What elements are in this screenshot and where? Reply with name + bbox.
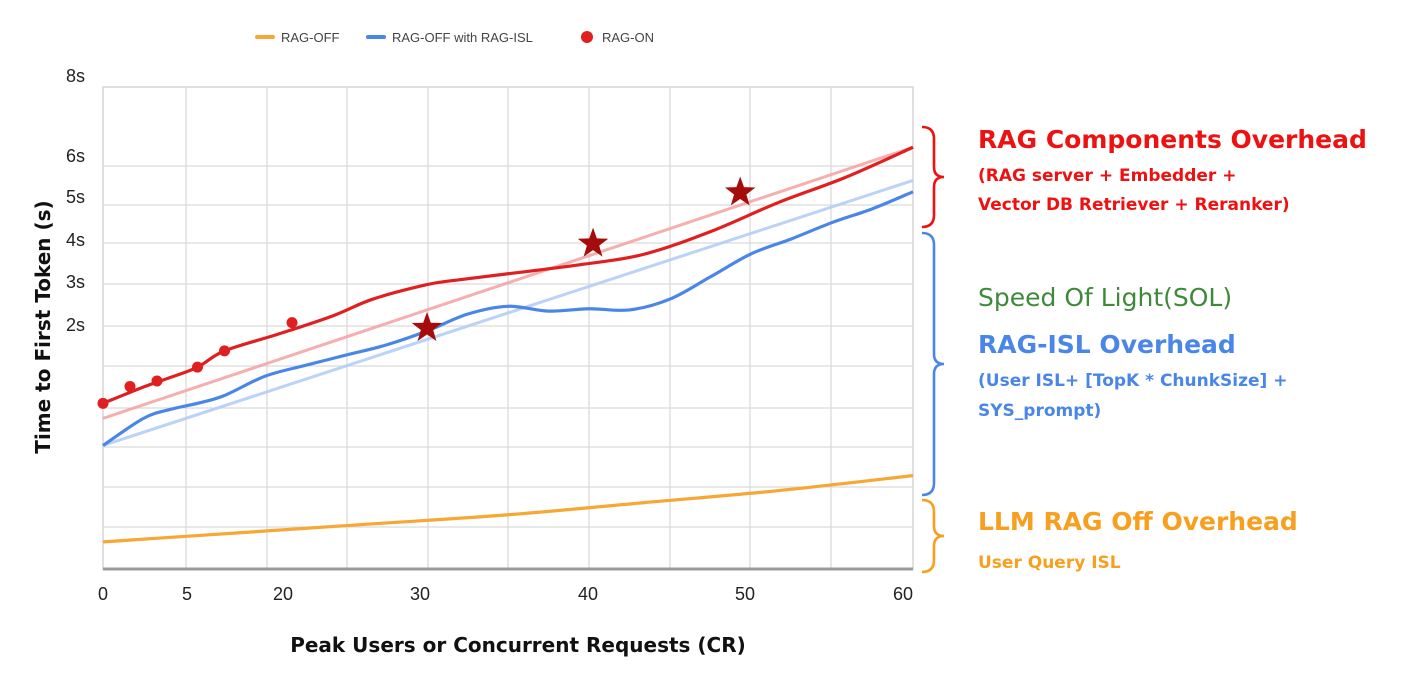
y-axis-ticks: 8s 6s 5s 4s 3s 2s — [66, 66, 85, 335]
star-marker — [577, 227, 609, 257]
x-axis-ticks: 0 5 20 30 40 50 60 — [98, 584, 913, 604]
y-axis-label: Time to First Token (s) — [31, 200, 55, 453]
data-point — [219, 345, 230, 357]
y-tick-label: 2s — [66, 315, 85, 335]
y-tick-label: 3s — [66, 272, 85, 292]
x-tick-label: 60 — [893, 584, 913, 604]
annotation-text: User Query ISL — [978, 553, 1121, 573]
annotations: RAG Components Overhead (RAG server + Emb… — [921, 125, 1367, 574]
star-marker — [724, 176, 756, 206]
x-tick-label: 0 — [98, 584, 108, 604]
series-layer — [97, 145, 914, 544]
trend-line — [102, 178, 914, 447]
y-tick-label: 6s — [66, 146, 85, 166]
annotation-text: SYS_prompt) — [978, 401, 1101, 421]
legend-marker — [581, 31, 593, 43]
star-marker — [411, 312, 443, 341]
x-tick-label: 20 — [273, 584, 293, 604]
bracket — [921, 498, 945, 574]
data-point — [151, 375, 163, 387]
annotation-text: (RAG server + Embedder + — [978, 166, 1236, 186]
legend: RAG-OFF RAG-OFF with RAG-ISL RAG-ON — [255, 30, 654, 45]
annotation-title: RAG Components Overhead — [978, 125, 1367, 154]
legend-label: RAG-OFF with RAG-ISL — [392, 30, 533, 45]
bracket — [921, 125, 945, 229]
data-point — [97, 397, 109, 409]
trend-line — [102, 145, 914, 420]
x-axis-label: Peak Users or Concurrent Requests (CR) — [290, 633, 746, 657]
data-point — [192, 361, 203, 373]
data-point — [286, 317, 298, 329]
annotation-text: (User ISL+ [TopK * ChunkSize] + — [978, 371, 1287, 391]
x-tick-label: 50 — [735, 584, 755, 604]
annotation-title: Speed Of Light(SOL) — [978, 283, 1232, 312]
annotation-title: RAG-ISL Overhead — [978, 330, 1236, 359]
annotation-title: LLM RAG Off Overhead — [978, 507, 1298, 536]
data-point — [124, 380, 136, 392]
y-tick-label: 5s — [66, 187, 85, 207]
x-tick-label: 30 — [410, 584, 430, 604]
bracket — [921, 231, 945, 497]
y-tick-label: 8s — [66, 66, 85, 86]
y-tick-label: 4s — [66, 230, 85, 250]
legend-label: RAG-ON — [602, 30, 654, 45]
x-tick-label: 40 — [578, 584, 598, 604]
series-line-rag-off-with-rag-isl — [102, 190, 914, 447]
legend-label: RAG-OFF — [281, 30, 340, 45]
annotation-text: Vector DB Retriever + Reranker) — [978, 195, 1290, 215]
x-tick-label: 5 — [182, 584, 192, 604]
grid — [102, 86, 914, 571]
series-line-rag-off — [102, 474, 914, 544]
